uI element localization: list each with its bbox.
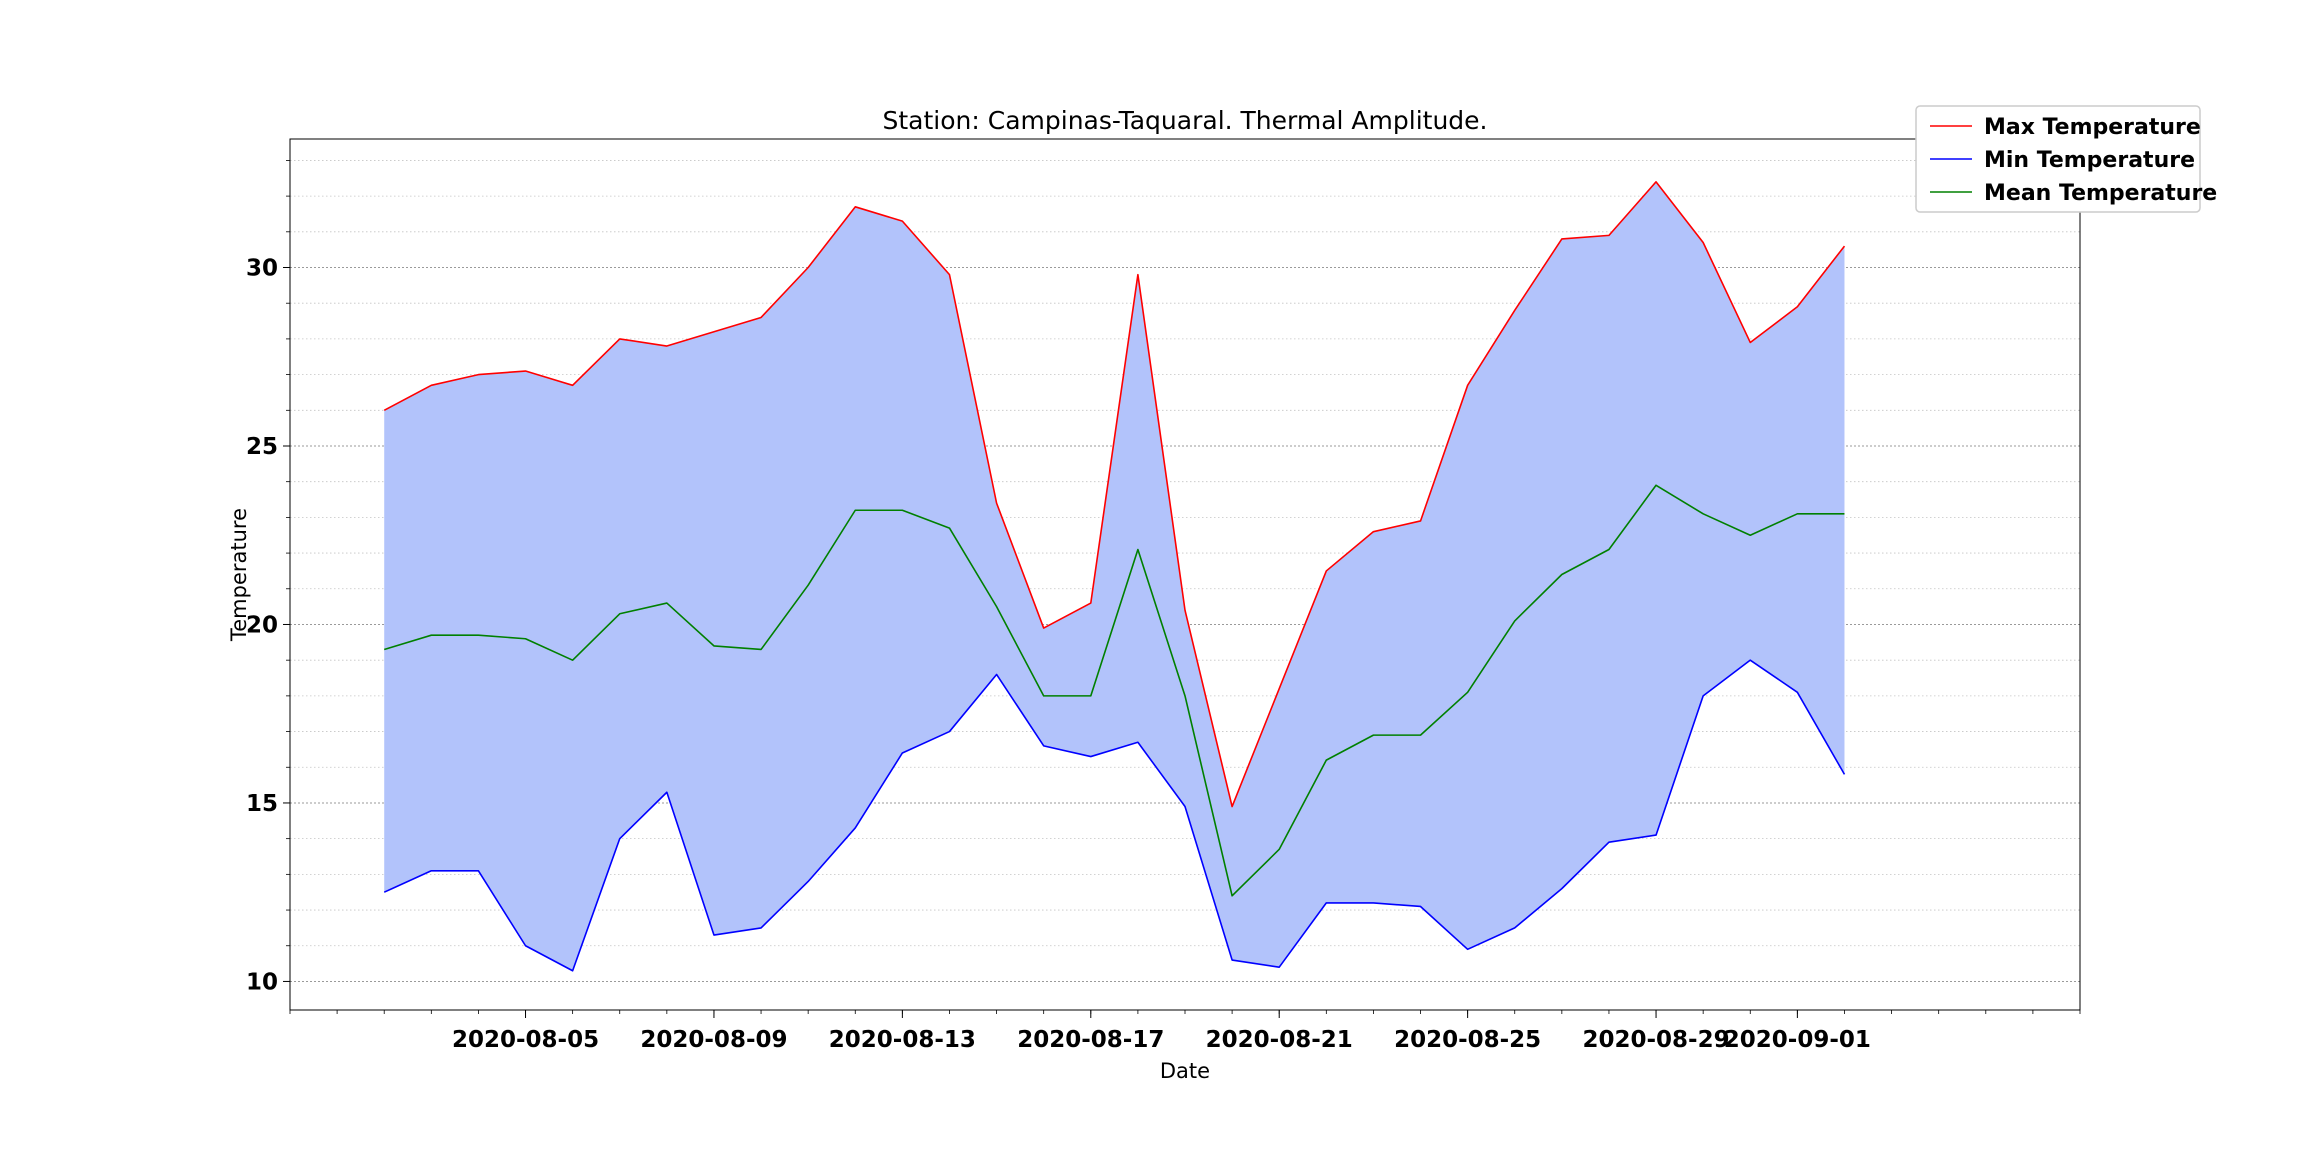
y-tick-label: 30 — [246, 256, 278, 282]
x-tick-label: 2020-08-05 — [452, 1027, 599, 1053]
x-tick-label: 2020-08-21 — [1206, 1027, 1353, 1053]
amplitude-fill — [384, 181, 1845, 971]
x-tick-label: 2020-08-25 — [1394, 1027, 1541, 1053]
x-tick-label: 2020-09-01 — [1724, 1027, 1871, 1053]
legend-label-mean: Mean Temperature — [1984, 181, 2217, 206]
legend-label-max: Max Temperature — [1984, 115, 2201, 140]
series-lines — [383, 181, 1846, 972]
y-axis-label: Temperature — [227, 508, 251, 642]
x-tick-label: 2020-08-09 — [640, 1027, 787, 1053]
y-tick-label: 20 — [246, 612, 278, 638]
max-temperature-line — [383, 181, 1846, 808]
x-tick-label: 2020-08-29 — [1582, 1027, 1729, 1053]
mean-temperature-line — [383, 484, 1845, 897]
x-axis-label: Date — [1160, 1059, 1210, 1083]
legend-label-min: Min Temperature — [1984, 148, 2195, 173]
legend: Max Temperature Min Temperature Mean Tem… — [1915, 105, 2217, 213]
y-tick-label: 25 — [246, 434, 278, 460]
chart-title: Station: Campinas-Taquaral. Thermal Ampl… — [883, 106, 1488, 135]
x-tick-label: 2020-08-13 — [829, 1027, 976, 1053]
legend-box — [1915, 105, 2201, 213]
min-temperature-line — [383, 659, 1846, 972]
axis-ticks: 10 15 20 25 30 2020-08-05 2020-08-09 2020-08-13… — [246, 160, 2081, 1053]
y-tick-label: 15 — [246, 791, 278, 817]
x-tick-label: 2020-08-17 — [1017, 1027, 1164, 1053]
amplitude-fill-area — [384, 181, 1845, 971]
y-tick-label: 10 — [246, 969, 278, 995]
